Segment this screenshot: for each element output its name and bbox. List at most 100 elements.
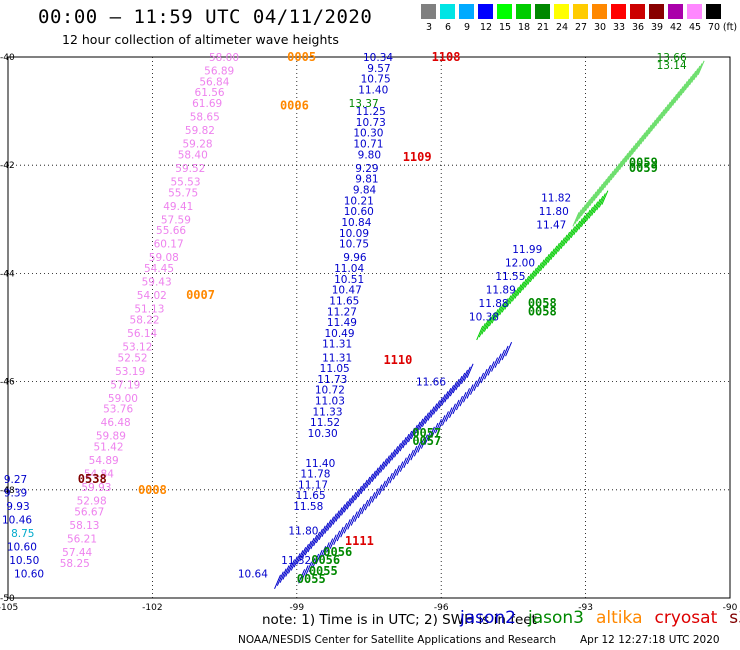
jason3-time-label: 0056 <box>311 553 340 567</box>
legend-label-9: 9 <box>463 22 471 33</box>
legend-label-39: 39 <box>650 22 664 33</box>
jason2-track-mark <box>427 426 435 442</box>
jason3-track-mark <box>504 295 512 310</box>
jason3-track-mark <box>486 314 494 330</box>
jason3-track-mark <box>674 88 682 104</box>
altika-time-label: 0005 <box>287 50 316 64</box>
altika-swh-label: 59.82 <box>185 125 215 137</box>
jason3-track-mark <box>595 183 603 199</box>
jason3-track-mark <box>524 273 532 288</box>
altika-swh-label: 58.22 <box>130 314 160 326</box>
y-tick-label: -42 <box>0 161 15 171</box>
jason2-track-mark <box>321 522 329 537</box>
jason3-track-mark <box>697 60 705 76</box>
jason3-track-mark <box>691 68 699 83</box>
jason3-track-mark <box>601 190 609 205</box>
satellite-label-s3a: s3a <box>729 608 740 628</box>
jason2-swh-label: 11.04 <box>334 263 364 275</box>
jason2-track-mark <box>441 391 449 406</box>
jason2-track-mark <box>385 452 393 467</box>
jason3-track-mark <box>560 234 568 250</box>
altika-swh-label: 59.93 <box>81 482 111 494</box>
jason3-track-mark <box>650 117 658 132</box>
altika-swh-label: 55.66 <box>156 225 186 237</box>
jason2-track-mark <box>452 378 460 394</box>
legend-label-12: 12 <box>479 22 493 33</box>
jason3-swh-label: 13.37 <box>349 98 379 110</box>
altika-time-label: 0006 <box>280 99 309 113</box>
jason2-track-mark <box>310 534 318 550</box>
jason3-track-mark <box>522 276 530 291</box>
altika-swh-label: 61.56 <box>195 87 225 99</box>
jason2-track-mark <box>391 446 399 461</box>
altika-swh-label: 59.00 <box>108 393 138 405</box>
jason2-track-mark <box>459 392 467 407</box>
legend-label-42: 42 <box>669 22 683 33</box>
jason2-track-mark <box>438 394 446 409</box>
jason2-swh-label: 11.80 <box>539 206 569 218</box>
jason3-track-mark <box>638 132 646 147</box>
jason3-track-mark <box>517 281 525 296</box>
jason3-track-mark <box>602 176 610 191</box>
jason2-track-mark <box>389 469 397 484</box>
jason2-track-mark <box>377 461 385 476</box>
jason3-track-mark <box>687 73 694 88</box>
jason2-swh-label: 9.27 <box>4 474 27 486</box>
jason3-track-mark <box>587 194 595 209</box>
jason2-swh-label: 9.80 <box>358 149 381 161</box>
altika-swh-label: 58.65 <box>190 112 220 124</box>
altika-swh-label: 54.89 <box>89 455 119 467</box>
jason3-track-mark <box>640 129 648 145</box>
jason3-track-mark <box>532 264 540 280</box>
jason2-track-mark <box>449 381 457 397</box>
jason3-track-mark <box>608 168 616 183</box>
jason3-track-mark <box>593 186 601 201</box>
jason3-track-mark <box>597 181 605 196</box>
legend-swatch-70 <box>706 4 721 19</box>
jason2-track-mark <box>501 345 509 361</box>
altika-swh-label: 59.28 <box>183 139 213 151</box>
jason2-track-mark <box>318 525 326 541</box>
jason2-track-mark <box>385 472 393 488</box>
jason2-swh-label: 11.27 <box>327 306 357 318</box>
jason3-time-label: 0057 <box>412 434 441 448</box>
jason2-swh-label: 10.38 <box>469 312 499 324</box>
jason2-swh-label: 11.99 <box>512 244 542 256</box>
altika-swh-label: 55.53 <box>170 176 200 188</box>
jason3-track-mark <box>617 158 624 173</box>
jason3-track-mark <box>593 198 601 214</box>
jason2-track-mark <box>413 442 421 457</box>
jason2-swh-label: 12.00 <box>505 258 535 270</box>
altika-time-label: 0007 <box>186 288 215 302</box>
jason3-track-mark <box>695 63 703 78</box>
jason2-track-mark <box>312 553 320 569</box>
satellite-label-cryosat: cryosat <box>654 608 718 628</box>
jason3-track-mark <box>578 215 586 230</box>
jason2-swh-label: 11.47 <box>536 220 566 232</box>
footnote: note: 1) Time is in UTC; 2) SWH is in fe… <box>262 612 537 628</box>
jason2-swh-label: 10.73 <box>356 117 386 129</box>
jason3-track-mark <box>689 70 697 86</box>
jason3-track-mark <box>676 86 684 101</box>
cryosat-time-label: 1111 <box>345 534 374 548</box>
jason2-swh-label: 11.40 <box>305 458 335 470</box>
jason3-track-mark <box>646 122 654 137</box>
jason3-track-mark <box>619 155 627 171</box>
jason3-track-mark <box>555 240 563 255</box>
jason2-swh-label: 9.81 <box>355 174 378 186</box>
jason2-swh-label: 10.64 <box>238 569 268 581</box>
jason3-track-mark <box>678 83 686 99</box>
legend-swatch-27 <box>573 4 588 19</box>
jason2-track-mark <box>480 368 488 384</box>
jason2-track-mark <box>419 415 427 430</box>
legend-label-45: 45 <box>688 22 702 33</box>
legend-label-6: 6 <box>444 22 452 33</box>
jason2-track-mark <box>447 384 455 400</box>
altika-swh-label: 53.12 <box>122 341 152 353</box>
legend-swatch-18 <box>516 4 531 19</box>
jason2-track-mark <box>378 480 386 495</box>
jason3-track-mark <box>529 267 537 283</box>
jason2-track-mark <box>371 467 379 482</box>
jason3-track-mark <box>672 91 680 106</box>
jason2-swh-label: 11.52 <box>310 417 340 429</box>
